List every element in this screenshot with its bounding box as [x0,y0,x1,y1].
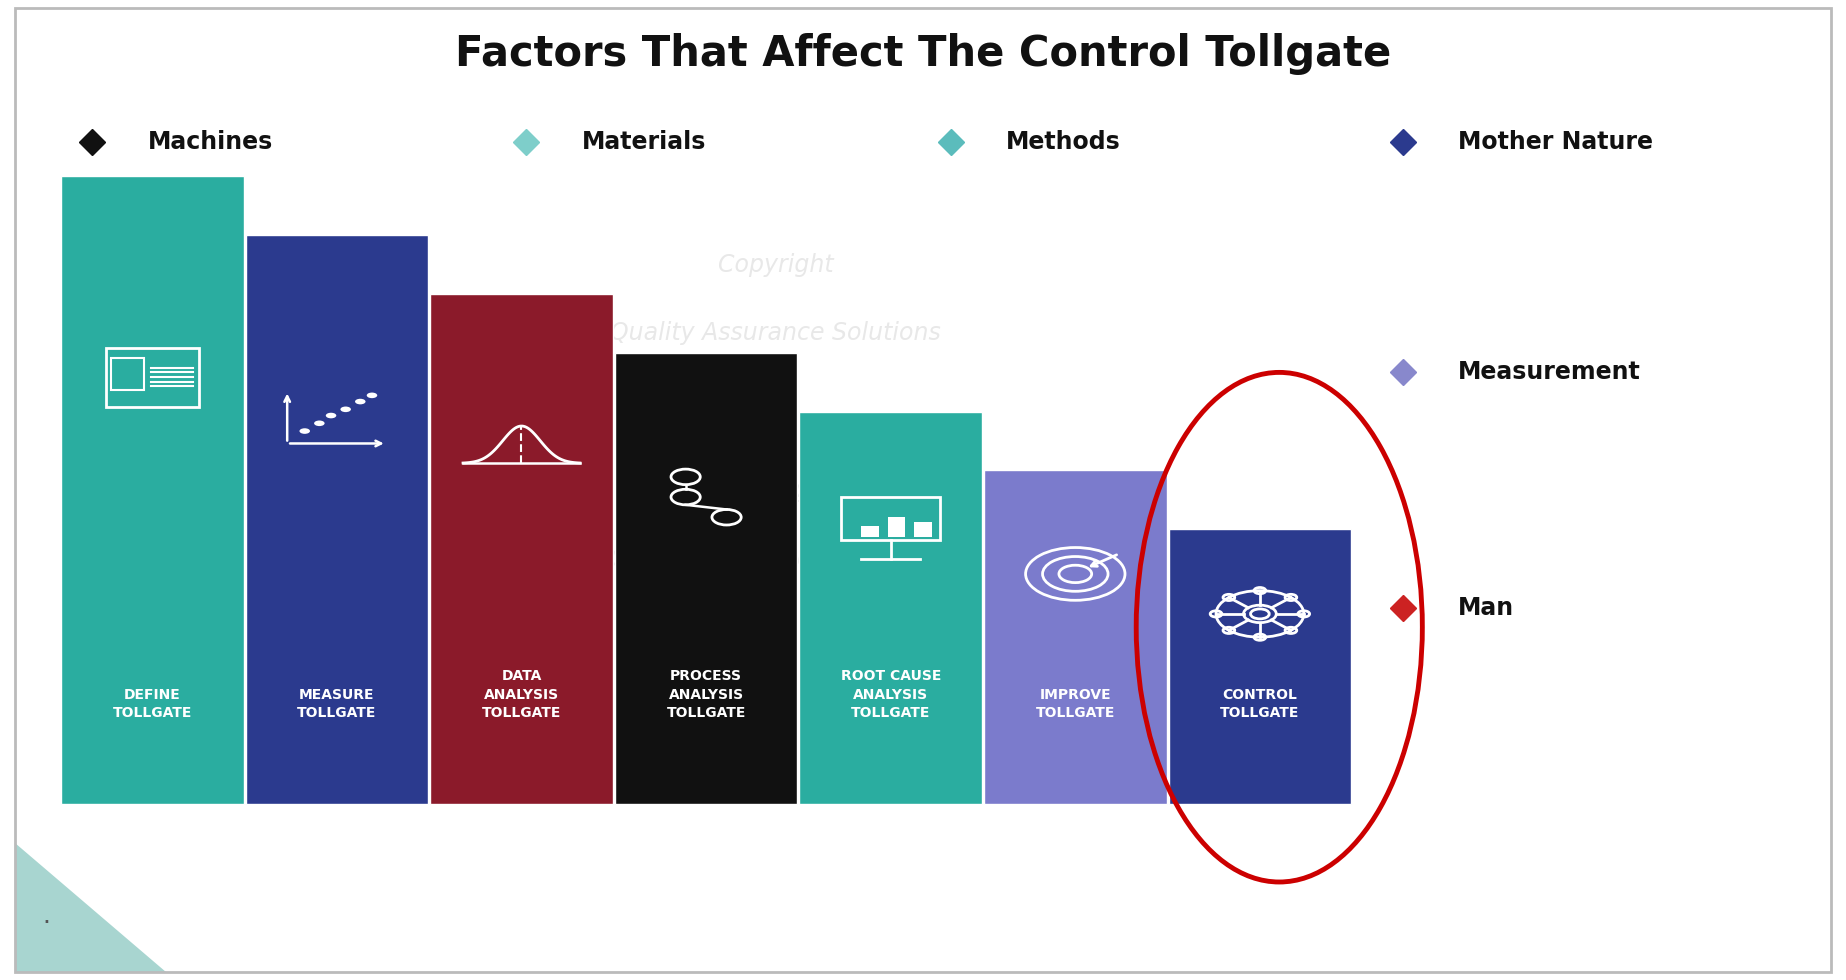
Text: Measurement: Measurement [1458,361,1641,384]
Text: Machines: Machines [148,130,273,154]
Text: DEFINE
TOLLGATE: DEFINE TOLLGATE [113,688,192,720]
Bar [914,521,932,537]
Bar [842,497,940,540]
Text: PROCESS
ANALYSIS
TOLLGATE: PROCESS ANALYSIS TOLLGATE [666,669,746,720]
Bar [105,348,199,407]
Circle shape [325,413,336,418]
Text: MEASURE
TOLLGATE: MEASURE TOLLGATE [297,688,377,720]
Bar [984,470,1167,804]
Bar [430,294,613,804]
Text: Mother Nature: Mother Nature [1458,130,1654,154]
Bar [862,526,879,537]
Circle shape [340,407,351,413]
Text: Materials: Materials [581,130,705,154]
Circle shape [354,399,366,405]
Text: Man: Man [1458,596,1514,619]
Bar [246,235,428,804]
Polygon shape [15,843,166,972]
Text: Copyright: Copyright [718,253,833,276]
Text: Quality Assurance Solutions: Quality Assurance Solutions [609,321,941,345]
Text: IMPROVE
TOLLGATE: IMPROVE TOLLGATE [1036,688,1115,720]
Bar [799,412,982,804]
Circle shape [299,428,310,434]
Bar [615,353,797,804]
Text: ROOT CAUSE
ANALYSIS
TOLLGATE: ROOT CAUSE ANALYSIS TOLLGATE [840,669,941,720]
Bar [888,516,905,537]
Text: DATA
ANALYSIS
TOLLGATE: DATA ANALYSIS TOLLGATE [482,669,561,720]
Text: Factors That Affect The Control Tollgate: Factors That Affect The Control Tollgate [454,33,1392,74]
Bar [1169,529,1351,804]
Bar [61,176,244,804]
Text: Copyright: Copyright [718,478,833,502]
Text: CONTROL
TOLLGATE: CONTROL TOLLGATE [1220,688,1300,720]
Text: .: . [42,905,50,928]
Circle shape [367,393,377,398]
Text: Quality Assurance Solutions: Quality Assurance Solutions [609,547,941,570]
Bar [111,359,144,389]
Circle shape [314,420,325,426]
Text: Methods: Methods [1006,130,1121,154]
